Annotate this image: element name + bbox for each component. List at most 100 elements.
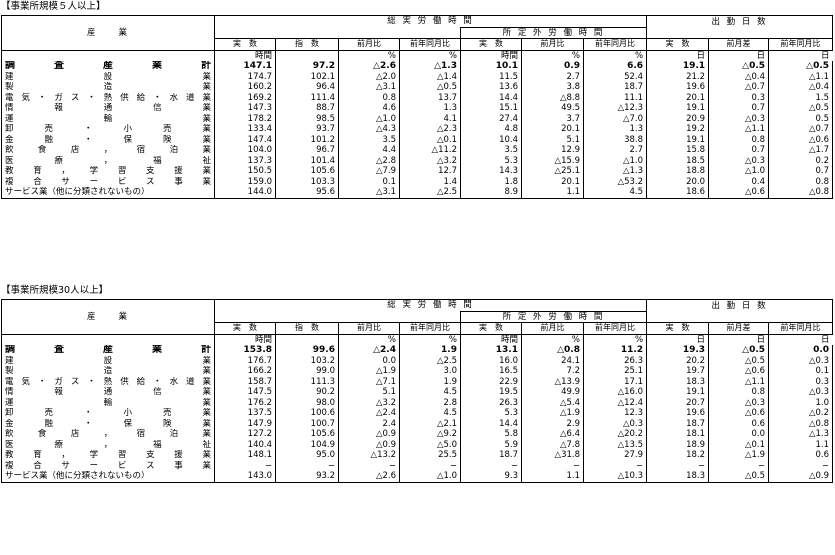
data-cell: △0.8: [521, 345, 584, 356]
data-cell: 105.6: [275, 166, 339, 177]
data-cell: △1.0: [338, 113, 400, 124]
data-cell: 2.9: [521, 418, 584, 429]
data-cell: 18.8: [646, 166, 709, 177]
unit-label: 日: [646, 334, 709, 345]
col-header-days-actual: 実 数: [646, 322, 710, 335]
col-header-actual-hours: 実 数: [214, 322, 276, 335]
data-cell: 22.9: [460, 376, 522, 387]
data-cell: 20.1: [521, 124, 584, 135]
data-cell: △0.3: [708, 397, 769, 408]
table-row: 教育，学習支援業 150.5 105.6 △7.9 12.7 14.3 △25.1 △1.3 1…: [1, 166, 834, 177]
data-cell: △2.8: [338, 155, 400, 166]
data-cell: 20.9: [646, 113, 709, 124]
table-row: 建設業 174.7 102.1 △2.0 △1.4 11.5 2.7 52.4 21.2 △0.4…: [1, 71, 834, 82]
industry-header-cell: [1, 15, 215, 27]
data-cell: 4.1: [399, 113, 461, 124]
data-cell: △1.9: [338, 366, 400, 377]
industry-name: 複合サービス事業: [1, 460, 215, 471]
data-cell: 127.2: [214, 429, 276, 440]
industry-name: 運輸業: [1, 113, 215, 124]
table-row: 運輸業 176.2 98.0 △3.2 2.8 26.3 △5.4 △12.4 20.7 △0.3…: [1, 397, 834, 408]
data-cell: 0.1: [338, 176, 400, 187]
data-cell: −: [214, 460, 276, 471]
unit-label: %: [582, 334, 647, 345]
data-cell: 93.2: [275, 471, 339, 483]
data-cell: △1.0: [708, 166, 769, 177]
unit-label: %: [399, 334, 461, 345]
data-cell: △13.2: [338, 450, 400, 461]
data-cell: 27.4: [460, 113, 522, 124]
data-cell: 153.8: [214, 345, 276, 356]
data-cell: △0.5: [708, 345, 769, 356]
table-row: 飲食店，宿泊業 104.0 96.7 4.4 △11.2 3.5 12.9 2.7 15.8 0.…: [1, 145, 834, 156]
data-cell: △0.5: [708, 61, 769, 72]
data-cell: △3.1: [338, 82, 400, 93]
data-cell: 96.4: [275, 82, 339, 93]
unit-label: 時間: [214, 50, 276, 61]
unit-label: 日: [708, 50, 769, 61]
table-row: 複合サービス事業 − − − − − − − − − −: [1, 460, 834, 471]
table-row: 卸売・小売業 137.5 100.6 △2.4 4.5 5.3 △1.9 12.3 19.6 △0…: [1, 408, 834, 419]
data-cell: 25.5: [399, 450, 461, 461]
unit-label: [275, 50, 339, 61]
data-cell: 88.7: [275, 103, 339, 114]
data-cell: 13.7: [399, 92, 461, 103]
col-header-days-actual: 実 数: [646, 38, 710, 51]
data-cell: △1.1: [708, 376, 769, 387]
col-header-hours-yoy: 前年同月比: [399, 38, 461, 51]
attendance-header: 出 勤 日 数: [646, 299, 834, 311]
data-cell: 3.7: [521, 113, 584, 124]
unit-label: %: [521, 334, 584, 345]
data-cell: 147.4: [214, 134, 276, 145]
industry-name: 教育，学習支援業: [1, 166, 215, 177]
data-cell: △4.3: [338, 124, 400, 135]
data-cell: 111.3: [275, 376, 339, 387]
industry-name: 卸売・小売業: [1, 408, 215, 419]
data-cell: △2.3: [399, 124, 461, 135]
data-cell: 105.6: [275, 429, 339, 440]
data-cell: △1.3: [768, 429, 834, 440]
data-cell: △0.5: [768, 61, 834, 72]
data-cell: 1.5: [768, 92, 834, 103]
data-cell: 111.4: [275, 92, 339, 103]
data-cell: 49.9: [521, 387, 584, 398]
industry-name: 電気・ガス・熱供給・水道業: [1, 92, 215, 103]
data-cell: 16.5: [460, 366, 522, 377]
data-cell: △13.5: [582, 439, 647, 450]
data-cell: 18.1: [646, 429, 709, 440]
data-cell: −: [708, 460, 769, 471]
data-cell: 1.9: [399, 376, 461, 387]
data-cell: △31.8: [521, 450, 584, 461]
col-header-hours-mom: 前月比: [338, 322, 400, 335]
unit-label: 時間: [214, 334, 276, 345]
data-cell: △0.6: [768, 134, 834, 145]
data-cell: 14.4: [460, 92, 522, 103]
hours-table-30plus: 総 実 労 働 時 間出 勤 日 数産 業所 定 外 労 働 時 間実 数指 数…: [1, 299, 834, 483]
data-cell: 176.2: [214, 397, 276, 408]
data-cell: 18.6: [646, 187, 709, 199]
data-cell: −: [768, 460, 834, 471]
data-cell: 38.8: [582, 134, 647, 145]
data-cell: 4.5: [399, 408, 461, 419]
data-cell: 176.7: [214, 355, 276, 366]
data-cell: 11.2: [582, 345, 647, 356]
col-header-days-mom-diff: 前月差: [708, 38, 770, 51]
data-cell: 5.8: [460, 429, 522, 440]
data-cell: 19.3: [646, 345, 709, 356]
data-cell: 16.0: [460, 355, 522, 366]
industry-name: 情報通信業: [1, 103, 215, 114]
data-cell: △3.2: [338, 397, 400, 408]
data-cell: 0.0: [338, 355, 400, 366]
industry-name: 飲食店，宿泊業: [1, 429, 215, 440]
table-row: サービス業（他に分類されないもの） 143.0 93.2 △2.6 △1.0 9.3 1.1…: [1, 471, 834, 483]
table-row: 製造業 160.2 96.4 △3.1 △0.5 13.6 3.8 18.7 19.6 △0.7 △…: [1, 82, 834, 93]
data-cell: △2.5: [399, 187, 461, 199]
data-cell: 2.7: [521, 71, 584, 82]
data-cell: 20.1: [521, 176, 584, 187]
data-cell: 0.1: [768, 366, 834, 377]
industry-name: 電気・ガス・熱供給・水道業: [1, 376, 215, 387]
data-cell: △53.2: [582, 176, 647, 187]
data-cell: 20.0: [646, 176, 709, 187]
industry-header-cell: [1, 299, 215, 311]
data-cell: △0.3: [708, 155, 769, 166]
